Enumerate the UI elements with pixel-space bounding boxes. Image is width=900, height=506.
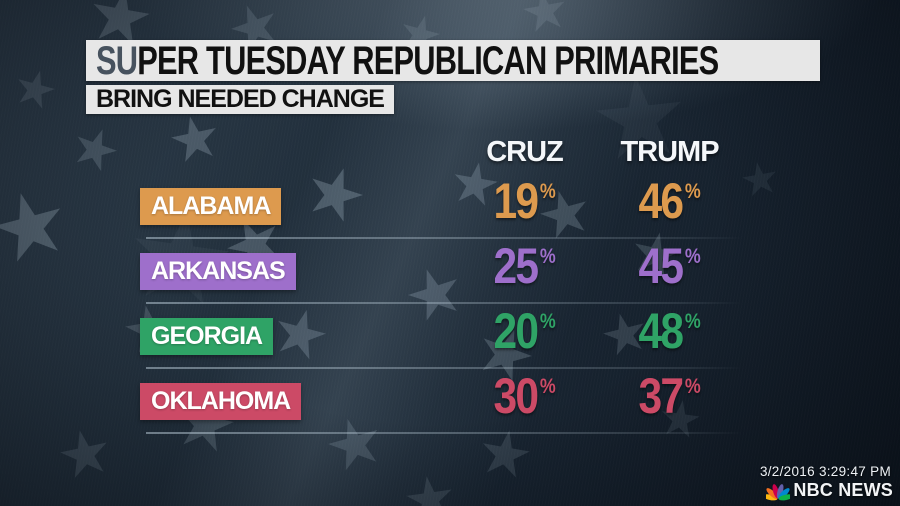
- state-label-alabama: ALABAMA: [140, 188, 282, 225]
- value-number: 30: [493, 368, 539, 424]
- percent-sign: %: [539, 375, 556, 398]
- nbc-news-wordmark: NBC NEWS: [793, 480, 893, 500]
- table-row-oklahoma: OKLAHOMA 30% 37%: [140, 369, 742, 434]
- state-cell: GEORGIA: [140, 318, 452, 355]
- trump-value-georgia: 48%: [638, 306, 700, 367]
- value-number: 20: [493, 303, 539, 359]
- cruz-value-alabama: 19%: [493, 176, 555, 237]
- table-row-arkansas: ARKANSAS 25% 45%: [140, 239, 742, 304]
- state-label-text: OKLAHOMA: [151, 387, 291, 415]
- percent-sign: %: [539, 310, 556, 333]
- percent-sign: %: [684, 375, 701, 398]
- headline-title-accent: SU: [96, 40, 138, 81]
- state-label-text: ALABAMA: [151, 192, 271, 220]
- percent-sign: %: [539, 180, 556, 203]
- value-number: 48: [638, 303, 684, 359]
- results-table: CRUZ TRUMP ALABAMA 19% 46% ARKANSAS: [140, 130, 742, 434]
- nbc-news-bug: NBC NEWS: [766, 480, 893, 501]
- column-header-cruz: CRUZ: [486, 135, 564, 168]
- cruz-value-oklahoma: 30%: [493, 371, 555, 432]
- state-label-text: GEORGIA: [151, 322, 263, 350]
- headline-title-rest: PER TUESDAY REPUBLICAN PRIMARIES: [137, 40, 719, 81]
- state-label-text: ARKANSAS: [151, 257, 286, 285]
- headline-title: SUPER TUESDAY REPUBLICAN PRIMARIES: [96, 40, 719, 81]
- value-number: 46: [638, 173, 684, 229]
- state-label-georgia: GEORGIA: [140, 318, 274, 355]
- percent-sign: %: [684, 245, 701, 268]
- state-cell: OKLAHOMA: [140, 383, 452, 420]
- state-label-arkansas: ARKANSAS: [140, 253, 296, 290]
- table-row-alabama: ALABAMA 19% 46%: [140, 174, 742, 239]
- headline-bar: SUPER TUESDAY REPUBLICAN PRIMARIES: [86, 40, 820, 81]
- value-number: 45: [638, 238, 684, 294]
- state-label-oklahoma: OKLAHOMA: [140, 383, 302, 420]
- timestamp: 3/2/2016 3:29:47 PM: [759, 464, 891, 479]
- cruz-value-cell: 19%: [452, 176, 597, 237]
- cruz-value-arkansas: 25%: [493, 241, 555, 302]
- value-number: 25: [493, 238, 539, 294]
- value-number: 19: [493, 173, 539, 229]
- trump-value-cell: 45%: [597, 241, 742, 302]
- trump-value-cell: 46%: [597, 176, 742, 237]
- trump-value-arkansas: 45%: [638, 241, 700, 302]
- value-number: 37: [638, 368, 684, 424]
- cruz-value-cell: 25%: [452, 241, 597, 302]
- trump-value-cell: 37%: [597, 371, 742, 432]
- trump-value-oklahoma: 37%: [638, 371, 700, 432]
- results-table-header: CRUZ TRUMP: [140, 130, 742, 174]
- cruz-value-cell: 30%: [452, 371, 597, 432]
- percent-sign: %: [539, 245, 556, 268]
- cruz-value-georgia: 20%: [493, 306, 555, 367]
- subheadline-text: BRING NEEDED CHANGE: [96, 85, 385, 113]
- column-header-trump: TRUMP: [620, 135, 719, 168]
- subheadline-bar: BRING NEEDED CHANGE: [86, 85, 394, 114]
- state-cell: ALABAMA: [140, 188, 452, 225]
- cruz-value-cell: 20%: [452, 306, 597, 367]
- nbc-peacock-icon: [766, 483, 791, 500]
- trump-value-alabama: 46%: [638, 176, 700, 237]
- state-cell: ARKANSAS: [140, 253, 452, 290]
- table-row-georgia: GEORGIA 20% 48%: [140, 304, 742, 369]
- percent-sign: %: [684, 310, 701, 333]
- trump-value-cell: 48%: [597, 306, 742, 367]
- percent-sign: %: [684, 180, 701, 203]
